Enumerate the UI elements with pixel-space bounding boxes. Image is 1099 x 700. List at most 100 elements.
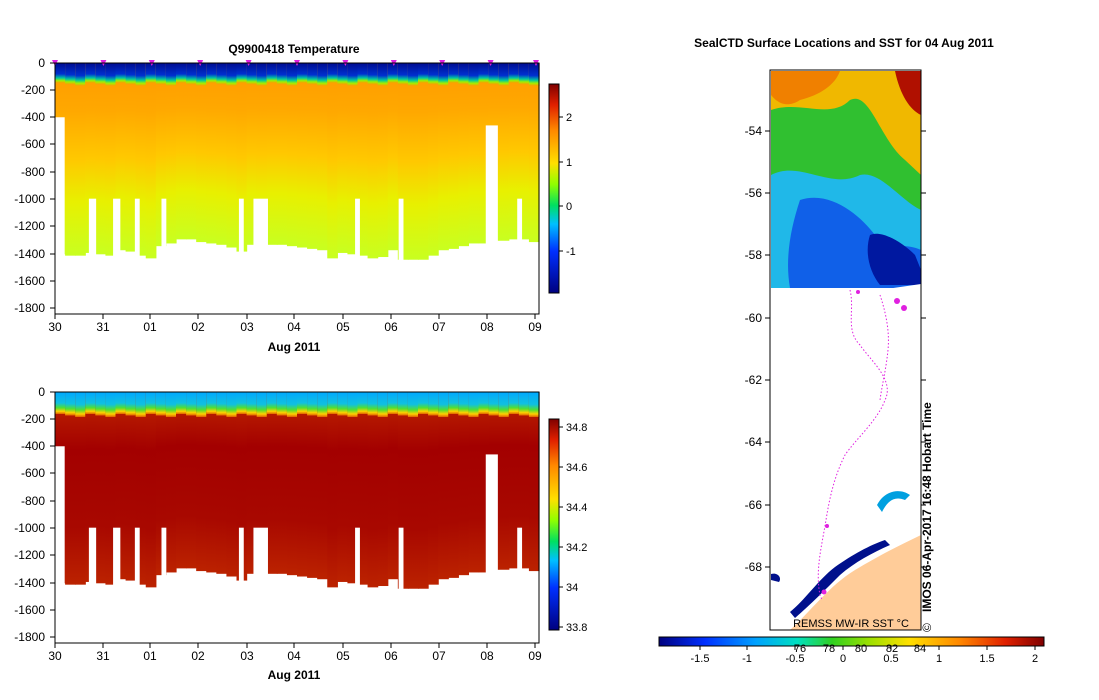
seal-location-marker <box>821 589 827 595</box>
salinity-surface-layer <box>196 392 207 417</box>
colorbar-tick: 2 <box>559 112 572 124</box>
temperature-x-axis-label: Aug 2011 <box>268 340 321 354</box>
y-tick-label: -800 <box>21 494 45 508</box>
x-tick: 02 <box>191 643 205 663</box>
salinity-surface-layer <box>488 392 500 416</box>
salinity-profile-column <box>498 392 510 570</box>
salinity-profile-column <box>226 392 238 577</box>
salinity-data-gap <box>134 527 140 643</box>
temperature-surface-layer <box>508 63 520 83</box>
salinity-data-gap <box>88 527 97 643</box>
y-tick: -800 <box>21 165 55 179</box>
x-tick: 04 <box>287 643 301 663</box>
salinity-surface-layer <box>468 392 480 417</box>
colorbar-tick-label: 1 <box>936 653 942 665</box>
salinity-profile-column <box>186 392 197 569</box>
temperature-profile-column <box>518 63 530 240</box>
colorbar-overlap-label: 76 <box>794 643 806 655</box>
salinity-data-gap <box>485 454 498 643</box>
temperature-profile-column <box>407 63 419 260</box>
y-tick-label: -1200 <box>14 219 45 233</box>
salinity-profile-column <box>337 392 349 582</box>
x-tick-label: 30 <box>48 649 62 663</box>
temperature-profile-column <box>65 63 76 256</box>
salinity-profile-column <box>297 392 308 577</box>
salinity-profile-column <box>528 392 540 572</box>
temperature-data-gap <box>485 125 498 314</box>
salinity-profile-column <box>236 392 248 581</box>
lat-tick: -58 <box>745 248 926 262</box>
y-tick-label: 0 <box>38 56 45 70</box>
temperature-profile-column <box>397 63 409 260</box>
temperature-surface-layer <box>165 63 177 86</box>
colorbar-tick: -1 <box>742 646 752 665</box>
temperature-profile-column <box>438 63 449 251</box>
salinity-profile-column <box>276 392 288 574</box>
sst-ice-edge <box>790 284 921 292</box>
salinity-profile-column <box>428 392 439 585</box>
y-tick-label: -1400 <box>14 576 45 590</box>
salinity-data-gap <box>355 527 360 643</box>
salinity-surface-layer <box>206 392 217 414</box>
colorbar-tick-label: 34.6 <box>566 462 587 474</box>
colorbar-tick-label: -1 <box>742 653 752 665</box>
temperature-plot-frame <box>54 62 540 315</box>
y-tick: -1000 <box>14 192 55 206</box>
temperature-profile-column <box>357 63 369 256</box>
salinity-data-gap <box>253 527 268 643</box>
temperature-surface-layer <box>155 63 167 85</box>
salinity-profile-column <box>95 392 107 584</box>
temperature-surface-layer <box>246 63 258 85</box>
temperature-surface-layer <box>75 63 86 86</box>
temperature-profile-column <box>105 63 117 256</box>
temperature-surface-layer <box>377 63 389 86</box>
temperature-panel: Q9900418 Temperature 0 -200 -400 -600 -8… <box>14 42 575 354</box>
salinity-profile-column <box>468 392 480 573</box>
salinity-plot-frame <box>54 391 540 644</box>
temperature-profile-column <box>125 63 137 252</box>
temperature-surface-layer <box>176 63 187 83</box>
salinity-surface-layer <box>75 392 86 417</box>
temperature-profile-column <box>75 63 86 256</box>
colorbar-tick-label: 0 <box>566 201 572 213</box>
x-tick: 31 <box>96 643 110 663</box>
salinity-profile-column <box>397 392 409 589</box>
x-tick: 06 <box>384 314 398 334</box>
salinity-profile-column <box>105 392 117 585</box>
temperature-profile-column <box>317 63 328 251</box>
temperature-data-gap <box>253 198 268 314</box>
colorbar-tick-label: 34.2 <box>566 542 587 554</box>
y-tick-label: -1600 <box>14 603 45 617</box>
lat-tick-label: -62 <box>745 373 763 387</box>
lat-tick: -60 <box>745 311 926 325</box>
imos-credit: IMOS 06-Apr-2017 16:48 Hobart Time <box>920 402 934 612</box>
temperature-data-gap <box>398 198 404 314</box>
temperature-data-gap <box>113 198 121 314</box>
salinity-profile-column <box>387 392 399 580</box>
colorbar-tick: 34 <box>559 582 578 594</box>
colorbar-tick-label: 34.4 <box>566 502 587 514</box>
colorbar-tick: 34.8 <box>559 422 587 434</box>
temperature-surface-layer <box>397 63 409 85</box>
salinity-surface-layer <box>407 392 419 417</box>
lat-tick: -64 <box>745 435 926 449</box>
salinity-profile-column <box>508 392 520 569</box>
salinity-surface-layer <box>347 392 359 417</box>
colorbar-overlap-label: 84 <box>914 643 926 655</box>
temperature-surface-layer <box>518 63 530 85</box>
salinity-profile-column <box>478 392 490 573</box>
salinity-profile-column <box>65 392 76 585</box>
salinity-surface-layer <box>357 392 369 414</box>
salinity-profile-column <box>407 392 419 589</box>
colorbar-tick: 0.5 <box>883 646 899 665</box>
temperature-surface-layer <box>145 63 157 83</box>
temperature-profile-column <box>418 63 429 260</box>
salinity-profile-column <box>206 392 217 573</box>
salinity-surface-layer <box>397 392 409 416</box>
salinity-surface-layer <box>85 392 96 414</box>
lat-tick-label: -60 <box>745 311 763 325</box>
salinity-surface-layer <box>256 392 268 417</box>
salinity-panel: 0 -200 -400 -600 -800 -1000 -1200 -1400 … <box>14 385 587 682</box>
temperature-surface-layer <box>357 63 369 83</box>
colorbar-tick: 34.6 <box>559 462 587 474</box>
